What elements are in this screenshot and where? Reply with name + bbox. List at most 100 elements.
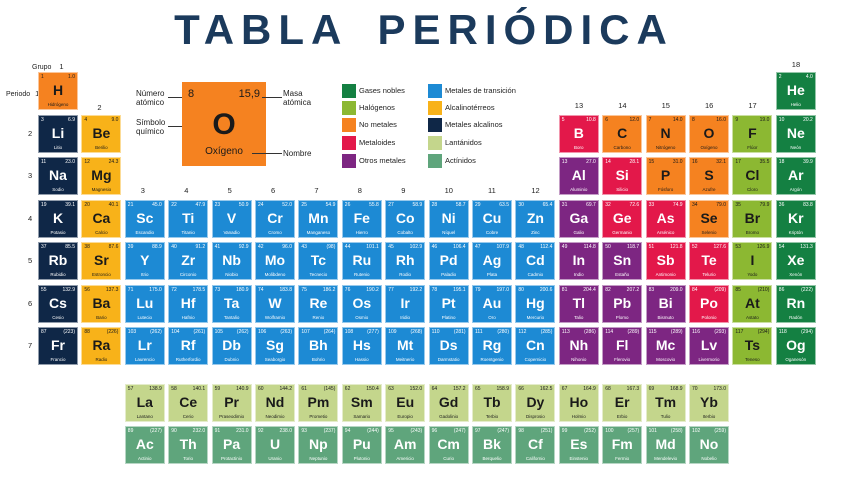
element-symbol: Cd	[526, 252, 545, 268]
element-symbol: Gd	[438, 394, 459, 410]
element-symbol: Sr	[93, 252, 109, 268]
element-name: Mercurio	[526, 315, 545, 320]
atomic-mass: (237)	[323, 428, 336, 434]
atomic-number: 4	[84, 117, 88, 123]
atomic-number: 12	[84, 159, 90, 165]
atomic-mass: 39.1	[65, 202, 75, 208]
atomic-number: 18	[778, 159, 785, 165]
element-se: 34 79.0 Se Selenio	[689, 200, 729, 238]
atomic-number: 21	[127, 202, 134, 208]
atomic-number: 101	[648, 428, 657, 434]
period-number-6: 6	[28, 299, 33, 308]
element-symbol: Cf	[528, 436, 543, 452]
atomic-mass: (244)	[367, 428, 379, 434]
element-tl: 81 204.4 Tl Talio	[558, 285, 599, 323]
element-name: Hafnio	[181, 315, 195, 320]
element-name: Litio	[53, 145, 63, 150]
element-ca: 20 40.1 Ca Calcio	[81, 200, 122, 238]
element-name: Moscovio	[656, 357, 676, 362]
atomic-number: 89	[127, 428, 134, 434]
element-name: Calcio	[95, 230, 108, 235]
element-symbol: Fr	[51, 337, 65, 353]
element-name: Disprosio	[526, 414, 545, 419]
element-name: Gadolinio	[439, 414, 459, 419]
atomic-number: 49	[561, 244, 568, 250]
element-bk: 97 (247) Bk Berquelio	[472, 426, 512, 464]
atomic-mass: (293)	[714, 329, 726, 335]
atomic-number: 9	[735, 117, 739, 123]
atomic-mass: 12.0	[629, 117, 640, 123]
element-pa: 91 231.0 Pa Protactinio	[211, 426, 252, 464]
element-name: Astato	[746, 315, 759, 320]
element-ra: 88 (226) Ra Radio	[81, 327, 122, 365]
atomic-number: 103	[127, 329, 137, 335]
element-name: Erbio	[616, 414, 628, 419]
element-symbol: Si	[615, 167, 629, 183]
atomic-mass: (243)	[410, 428, 423, 434]
atomic-mass: 131.3	[800, 244, 813, 250]
element-name: Protactinio	[220, 456, 243, 461]
element-name: Cromo	[268, 230, 282, 235]
atomic-mass: 50.9	[238, 202, 249, 208]
atomic-number: 104	[171, 329, 180, 335]
element-symbol: Hs	[352, 337, 371, 353]
element-lv: 116 (293) Lv Livermorio	[689, 327, 729, 365]
atomic-mass: 55.8	[369, 202, 379, 208]
atomic-number: 99	[561, 428, 568, 434]
atomic-mass: 162.5	[539, 386, 553, 392]
atomic-mass: 35.5	[759, 159, 770, 165]
atomic-mass: 16.0	[716, 117, 726, 123]
element-sn: 50 118.7 Sn Estaño	[602, 242, 643, 280]
legend-swatch	[428, 84, 442, 98]
key-label-atomic-mass: Masa atómica	[283, 89, 312, 107]
legend-swatch	[342, 118, 356, 132]
element-symbol: Xe	[787, 252, 805, 268]
legend-label: Metales de transición	[445, 86, 516, 95]
atomic-mass: 47.9	[195, 202, 206, 208]
legend-swatch	[342, 154, 356, 168]
element-symbol: Yb	[700, 394, 718, 410]
element-rh: 45 102.9 Rh Rodio	[385, 242, 426, 280]
atomic-mass: (294)	[757, 329, 770, 335]
atomic-number: 44	[344, 244, 351, 250]
element-v: 23 50.9 V Vanadio	[211, 200, 252, 238]
element-symbol: Fe	[353, 210, 370, 226]
element-h: 1 1.0 H Hidrógeno	[38, 72, 78, 110]
atomic-mass: 112.4	[540, 244, 553, 250]
element-ts: 117 (294) Ts Teneso	[732, 327, 773, 365]
element-yb: 70 173.0 Yb Iterbio	[689, 384, 729, 422]
atomic-number: 24	[258, 202, 264, 208]
element-name: Oxígeno	[700, 145, 718, 150]
atomic-number: 83	[648, 287, 655, 293]
element-name: Polonio	[701, 315, 717, 320]
element-sm: 62 150.4 Sm Samario	[341, 384, 382, 422]
element-name: Radón	[789, 315, 803, 320]
element-in: 49 114.8 In Indio	[558, 242, 599, 280]
element-symbol: Ne	[786, 125, 805, 141]
element-symbol: Cs	[49, 295, 67, 311]
atomic-number: 53	[735, 244, 741, 250]
atomic-number: 111	[475, 329, 483, 335]
atomic-mass: 180.9	[236, 287, 249, 293]
element-symbol: Rf	[180, 337, 196, 353]
element-ta: 73 180.9 Ta Tantalio	[211, 285, 252, 323]
element-symbol: Se	[700, 210, 718, 226]
group-label-text: Grupo	[32, 64, 52, 71]
atomic-number: 91	[214, 428, 221, 434]
atomic-number: 114	[605, 329, 614, 335]
element-name: Bario	[96, 315, 107, 320]
element-ga: 31 69.7 Ga Galio	[558, 200, 599, 238]
element-name: Neptunio	[309, 456, 328, 461]
element-name: Nitrógeno	[655, 145, 676, 150]
key-pointer-mass	[262, 97, 282, 98]
element-symbol: Np	[309, 436, 328, 452]
element-symbol: Ar	[788, 167, 804, 183]
element-w: 74 183.8 W Wolframio	[255, 285, 295, 323]
element-name: Livermorio	[698, 357, 720, 362]
element-name: Itrio	[141, 272, 149, 277]
element-symbol: Tb	[483, 394, 501, 410]
element-symbol: B	[573, 125, 584, 141]
element-symbol: K	[52, 210, 64, 226]
element-name: Osmio	[355, 315, 369, 320]
element-name: Fermio	[615, 456, 630, 461]
